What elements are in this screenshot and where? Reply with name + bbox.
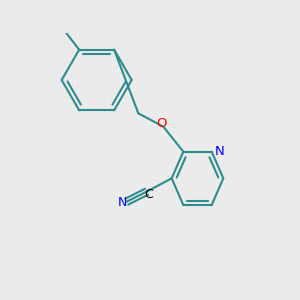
Text: N: N (215, 145, 225, 158)
Text: N: N (118, 196, 128, 209)
Text: O: O (156, 117, 167, 130)
Text: C: C (144, 188, 153, 202)
